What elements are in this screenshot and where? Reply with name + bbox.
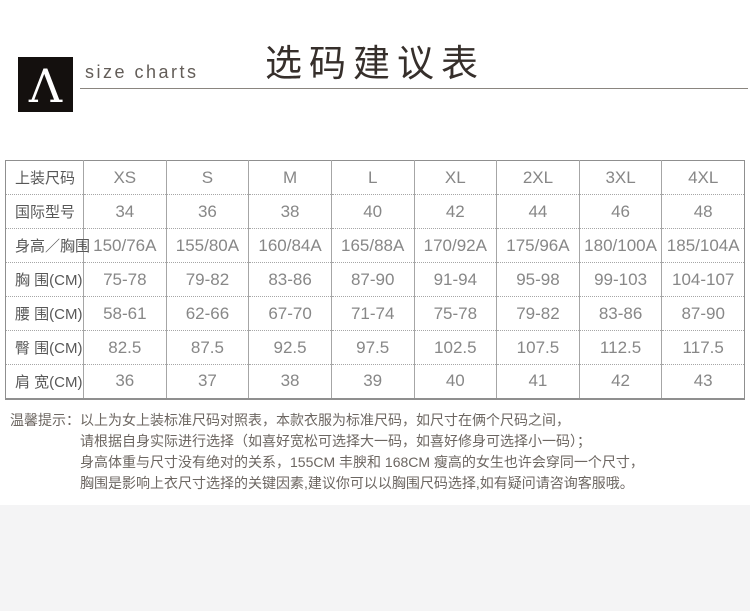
table-cell: 91-94 (413, 262, 497, 297)
table-cell: 83-86 (578, 296, 662, 331)
table-row: 肩 宽(CM) 36 37 38 39 40 41 42 43 (5, 364, 745, 399)
table-cell: 44 (496, 194, 580, 229)
table-cell: 4XL (661, 160, 745, 195)
table-cell: 38 (248, 194, 332, 229)
row-label: 国际型号 (5, 194, 84, 229)
row-label: 肩 宽(CM) (5, 364, 84, 399)
table-cell: 3XL (578, 160, 662, 195)
table-cell: 67-70 (248, 296, 332, 331)
table-cell: 117.5 (661, 330, 745, 365)
row-label: 腰 围(CM) (5, 296, 84, 331)
table-row: 腰 围(CM) 58-61 62-66 67-70 71-74 75-78 79… (5, 296, 745, 331)
size-notes: 温馨提示： 以上为女上装标准尺码对照表，本款衣服为标准尺码，如尺寸在俩个尺码之间… (10, 410, 644, 494)
table-cell: 39 (330, 364, 414, 399)
notes-line: 身高体重与尺寸没有绝对的关系，155CM 丰腴和 168CM 瘦高的女生也许会穿… (80, 454, 644, 470)
table-cell: 38 (248, 364, 332, 399)
table-cell: 107.5 (496, 330, 580, 365)
page-title: 选码建议表 (265, 43, 485, 84)
table-cell: 37 (165, 364, 249, 399)
table-cell: 87.5 (165, 330, 249, 365)
table-row: 胸 围(CM) 75-78 79-82 83-86 87-90 91-94 95… (5, 262, 745, 297)
notes-line: 以上为女上装标准尺码对照表，本款衣服为标准尺码，如尺寸在俩个尺码之间， (80, 412, 570, 428)
table-row: 身高／胸围 150/76A 155/80A 160/84A 165/88A 17… (5, 228, 745, 263)
notes-line: 请根据自身实际进行选择（如喜好宽松可选择大一码，如喜好修身可选择小一码）； (80, 433, 591, 449)
table-cell: 160/84A (248, 228, 332, 263)
table-cell: 104-107 (661, 262, 745, 297)
table-cell: 170/92A (413, 228, 497, 263)
table-cell: 165/88A (330, 228, 414, 263)
table-cell: 112.5 (578, 330, 662, 365)
table-cell: 102.5 (413, 330, 497, 365)
table-cell: 95-98 (496, 262, 580, 297)
table-cell: 36 (165, 194, 249, 229)
table-cell: 79-82 (496, 296, 580, 331)
table-cell: 43 (661, 364, 745, 399)
table-cell: 155/80A (165, 228, 249, 263)
price-notice-strip: 温 馨 提 示 【价格说明】 > 专柜价 ¥369.00 价格 ¥99.00 >… (0, 505, 750, 611)
row-label: 胸 围(CM) (5, 262, 84, 297)
table-cell: 180/100A (578, 228, 662, 263)
table-cell: 41 (496, 364, 580, 399)
table-cell: 99-103 (578, 262, 662, 297)
table-cell: 82.5 (83, 330, 167, 365)
table-cell: 83-86 (248, 262, 332, 297)
notes-lines: 以上为女上装标准尺码对照表，本款衣服为标准尺码，如尺寸在俩个尺码之间， 请根据自… (80, 410, 644, 494)
table-cell: 175/96A (496, 228, 580, 263)
table-cell: 75-78 (413, 296, 497, 331)
table-cell: 150/76A (83, 228, 167, 263)
table-cell: 48 (661, 194, 745, 229)
table-cell: 58-61 (83, 296, 167, 331)
brand-logo-icon: Λ (18, 57, 73, 113)
table-cell: 185/104A (661, 228, 745, 263)
table-cell: 87-90 (330, 262, 414, 297)
table-row: 上装尺码 XS S M L XL 2XL 3XL 4XL (6, 160, 745, 195)
table-cell: 2XL (496, 160, 580, 195)
table-cell: 79-82 (165, 262, 249, 297)
table-cell: 42 (578, 364, 662, 399)
table-cell: XL (413, 160, 497, 195)
size-table: 上装尺码 XS S M L XL 2XL 3XL 4XL 国际型号 34 36 … (5, 160, 745, 400)
table-cell: 46 (578, 194, 662, 229)
table-cell: M (248, 160, 332, 195)
table-cell: 87-90 (661, 296, 745, 331)
table-cell: 75-78 (83, 262, 167, 297)
table-cell: 92.5 (248, 330, 332, 365)
table-cell: 40 (330, 194, 414, 229)
table-row: 国际型号 34 36 38 40 42 44 46 48 (5, 194, 745, 229)
table-cell: 40 (413, 364, 497, 399)
table-cell: 36 (83, 364, 167, 399)
table-cell: 97.5 (330, 330, 414, 365)
row-label: 身高／胸围 (5, 228, 90, 263)
row-label: 臀 围(CM) (5, 330, 84, 365)
logo-subtitle: size charts (85, 62, 199, 82)
table-cell: 42 (413, 194, 497, 229)
table-cell: L (330, 160, 414, 195)
notes-label: 温馨提示： (10, 412, 80, 428)
notes-line: 胸围是影响上衣尺寸选择的关键因素,建议你可以以胸围尺码选择,如有疑问请咨询客服哦… (80, 475, 634, 491)
table-cell: 34 (83, 194, 167, 229)
row-label: 上装尺码 (15, 170, 76, 187)
table-cell: S (165, 160, 249, 195)
table-cell: XS (83, 160, 167, 195)
table-cell: 71-74 (330, 296, 414, 331)
header-divider (80, 88, 748, 89)
table-cell: 62-66 (165, 296, 249, 331)
table-row: 臀 围(CM) 82.5 87.5 92.5 97.5 102.5 107.5 … (5, 330, 745, 365)
